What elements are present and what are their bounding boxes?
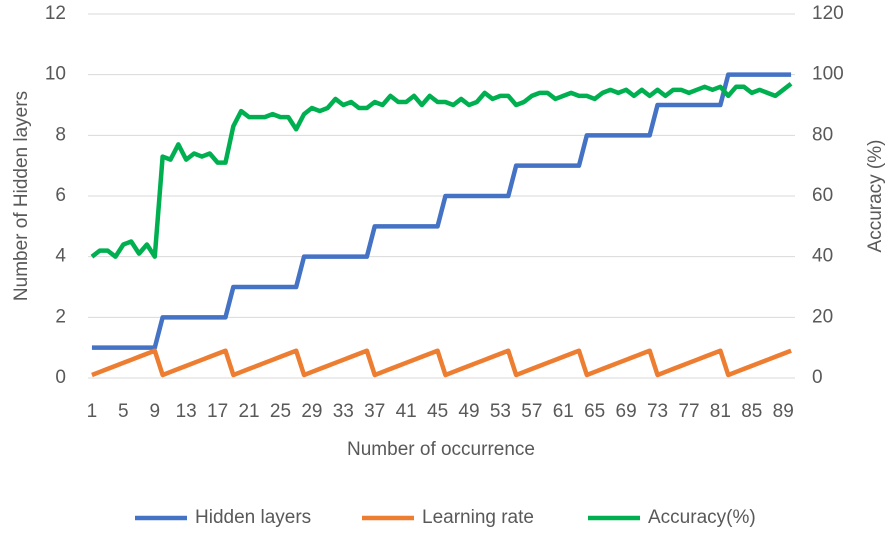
- x-tick-label: 57: [521, 401, 542, 422]
- x-tick-label: 69: [616, 401, 637, 422]
- y2-tick-label: 60: [812, 185, 833, 206]
- x-tick-label: 13: [176, 401, 197, 422]
- x-tick-label: 65: [584, 401, 605, 422]
- y-tick-label: 8: [55, 124, 66, 145]
- y-tick-label: 4: [55, 246, 66, 267]
- x-tick-label: 73: [647, 401, 668, 422]
- x-tick-label: 85: [741, 401, 762, 422]
- x-tick-label: 33: [333, 401, 354, 422]
- y2-tick-label: 40: [812, 246, 833, 267]
- y-tick-label: 10: [45, 64, 66, 85]
- x-tick-label: 81: [710, 401, 731, 422]
- y2-tick-label: 80: [812, 124, 833, 145]
- x-tick-label: 89: [773, 401, 794, 422]
- x-tick-label: 37: [364, 401, 385, 422]
- y2-tick-label: 100: [812, 64, 844, 85]
- x-tick-label: 17: [207, 401, 228, 422]
- x-tick-label: 49: [458, 401, 479, 422]
- series-line: [90, 81, 793, 259]
- y-tick-label: 0: [55, 367, 66, 388]
- y-axis-title: Number of Hidden layers: [11, 91, 32, 301]
- y2-tick-label: 120: [812, 3, 844, 24]
- legend-label: Learning rate: [422, 507, 534, 528]
- y-tick-label: 12: [45, 3, 66, 24]
- x-tick-label: 9: [149, 401, 160, 422]
- x-tick-label: 77: [678, 401, 699, 422]
- series-line: [91, 348, 792, 378]
- x-tick-label: 25: [270, 401, 291, 422]
- x-tick-label: 1: [87, 401, 98, 422]
- y-tick-label: 6: [55, 185, 66, 206]
- x-tick-label: 21: [238, 401, 259, 422]
- x-tick-label: 41: [396, 401, 417, 422]
- legend-label: Accuracy(%): [648, 507, 756, 528]
- series-line: [91, 72, 792, 350]
- x-tick-label: 29: [301, 401, 322, 422]
- y2-tick-label: 20: [812, 306, 833, 327]
- x-tick-label: 45: [427, 401, 448, 422]
- y-tick-label: 2: [55, 306, 66, 327]
- x-tick-label: 53: [490, 401, 511, 422]
- x-axis-title: Number of occurrence: [347, 439, 535, 460]
- x-tick-label: 5: [118, 401, 129, 422]
- y2-axis-title: Accuracy (%): [865, 140, 886, 253]
- x-tick-label: 61: [553, 401, 574, 422]
- legend-label: Hidden layers: [195, 507, 311, 528]
- y2-tick-label: 0: [812, 367, 823, 388]
